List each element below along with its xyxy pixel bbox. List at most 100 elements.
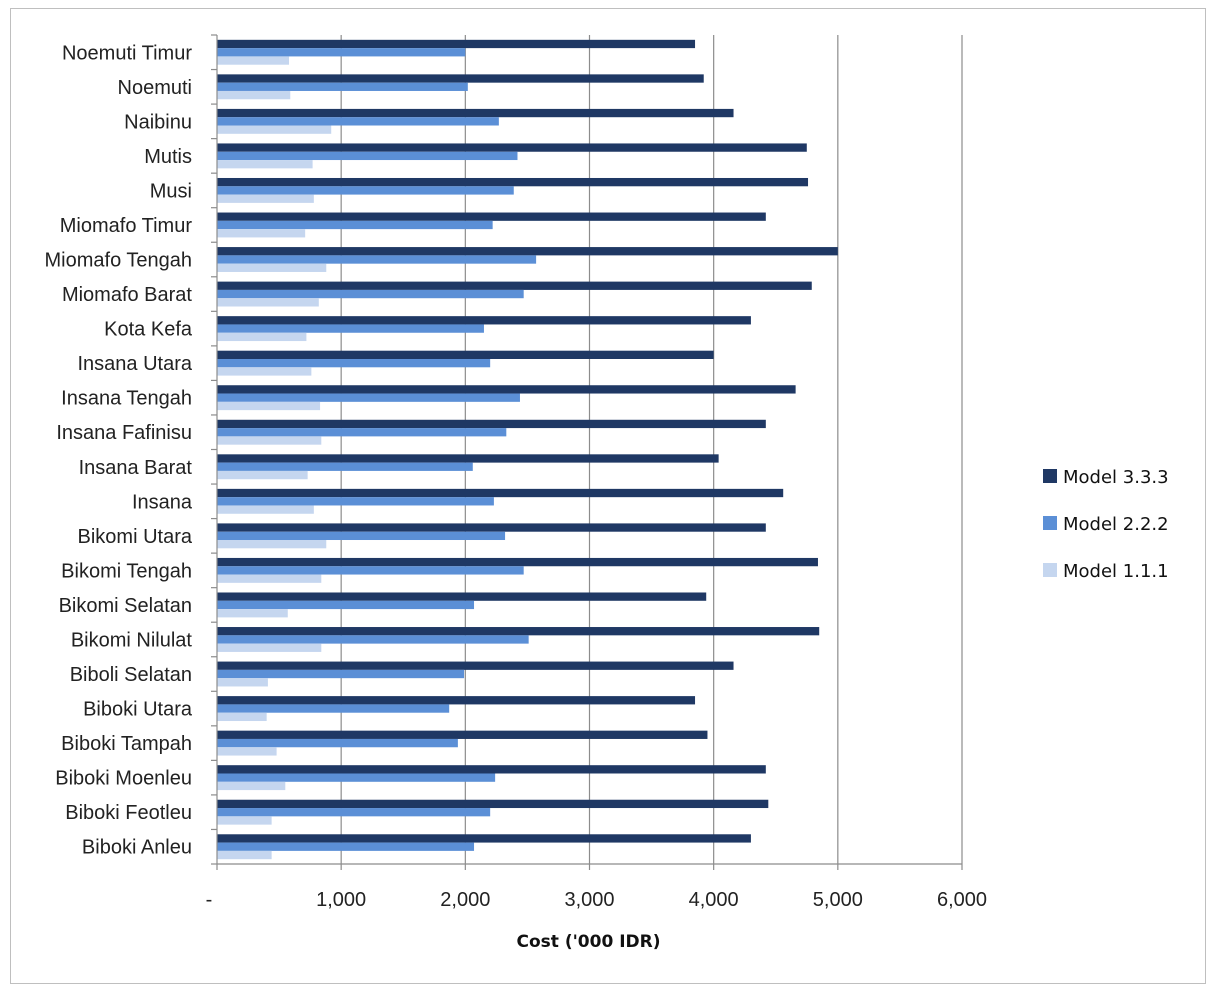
bar (217, 436, 322, 445)
x-axis: - 1,000 2,000 3,000 4,000 5,000 6,000 (206, 863, 987, 911)
category-label: Bikomi Nilulat (71, 629, 193, 651)
category-label: Noemuti (118, 77, 192, 99)
bar (217, 816, 272, 825)
bar (217, 540, 327, 549)
category-label: Noemuti Timur (62, 42, 192, 64)
bar (217, 358, 491, 368)
legend-label: Model 1.1.1 (1063, 561, 1169, 582)
category-label: Insana (132, 491, 193, 513)
bar (217, 799, 769, 809)
bar (217, 194, 314, 203)
bar (217, 39, 696, 49)
bar (217, 281, 812, 290)
category-label: Bikomi Utara (78, 526, 193, 548)
category-label: Miomafo Barat (62, 284, 192, 306)
legend-label: Model 2.2.2 (1063, 514, 1169, 535)
bar (217, 125, 332, 134)
x-tick-label: 1,000 (316, 889, 366, 911)
bar (217, 151, 518, 161)
bar (217, 212, 766, 221)
x-tick-label: 5,000 (813, 889, 863, 911)
bar (217, 324, 484, 333)
bar (217, 263, 327, 272)
bar (217, 592, 707, 601)
x-tick-label: 3,000 (564, 889, 614, 911)
bar (217, 48, 466, 57)
bar (217, 56, 290, 65)
bar (217, 316, 751, 325)
category-label: Kota Kefa (104, 319, 193, 341)
category-label: Bikomi Selatan (59, 595, 192, 617)
category-label: Biboki Utara (83, 699, 193, 721)
bar (217, 808, 491, 817)
bar (217, 90, 291, 100)
bar (217, 419, 766, 429)
bar (217, 765, 766, 774)
bar (217, 781, 286, 791)
category-label: Bikomi Tengah (61, 560, 192, 582)
bar (217, 523, 766, 532)
bar (217, 704, 450, 713)
bar (217, 661, 734, 670)
legend-label: Model 3.3.3 (1063, 467, 1169, 488)
bar (217, 842, 475, 851)
bar (217, 600, 475, 610)
bar (217, 350, 714, 359)
bar (217, 247, 838, 256)
bar (217, 669, 465, 679)
category-label: Biboki Moenleu (55, 768, 192, 790)
bar (217, 220, 493, 230)
bar (217, 428, 507, 437)
bar (217, 160, 313, 169)
x-tick-label: 6,000 (937, 889, 987, 911)
legend-swatch (1043, 516, 1057, 530)
y-axis: Noemuti Timur Noemuti Naibinu Mutis Musi Miom… (45, 34, 218, 865)
bar (217, 177, 809, 187)
bar (217, 74, 704, 83)
bar (217, 462, 473, 471)
bar (217, 332, 307, 342)
category-label: Biboki Feotleu (65, 802, 192, 824)
x-tick-label: - (206, 889, 213, 911)
category-label: Biboki Anleu (82, 837, 192, 859)
bar (217, 470, 308, 480)
category-label: Naibinu (124, 111, 192, 133)
bar (217, 488, 784, 498)
category-label: Miomafo Tengah (45, 250, 193, 272)
bar (217, 712, 267, 722)
bar (217, 834, 751, 843)
bar (217, 730, 708, 739)
bar (217, 117, 499, 126)
bar (217, 738, 458, 748)
category-label: Insana Tengah (61, 388, 192, 410)
x-axis-title: Cost ('000 IDR) (517, 932, 661, 952)
bar (217, 454, 719, 463)
legend: Model 3.3.3 Model 2.2.2 Model 1.1.1 (1043, 467, 1169, 582)
bar (217, 255, 537, 264)
bar (217, 609, 288, 618)
bar (217, 82, 468, 91)
category-label: Biboki Tampah (61, 733, 192, 755)
bar (217, 635, 529, 644)
bar (217, 298, 319, 307)
bar (217, 531, 506, 541)
bar (217, 747, 277, 756)
category-label: Miomafo Timur (60, 215, 193, 237)
bar (217, 643, 322, 652)
bar (217, 385, 796, 394)
bar (217, 505, 314, 514)
category-label: Mutis (144, 146, 192, 168)
bar (217, 497, 494, 506)
x-tick-label: 2,000 (440, 889, 490, 911)
bar (217, 229, 306, 238)
bar (217, 393, 520, 402)
category-label: Musi (150, 180, 192, 202)
bar (217, 186, 514, 195)
category-label: Insana Utara (77, 353, 192, 375)
bar (217, 574, 322, 583)
bar (217, 143, 807, 152)
x-tick-label: 4,000 (689, 889, 739, 911)
bar (217, 773, 496, 782)
category-label: Insana Barat (79, 457, 193, 479)
